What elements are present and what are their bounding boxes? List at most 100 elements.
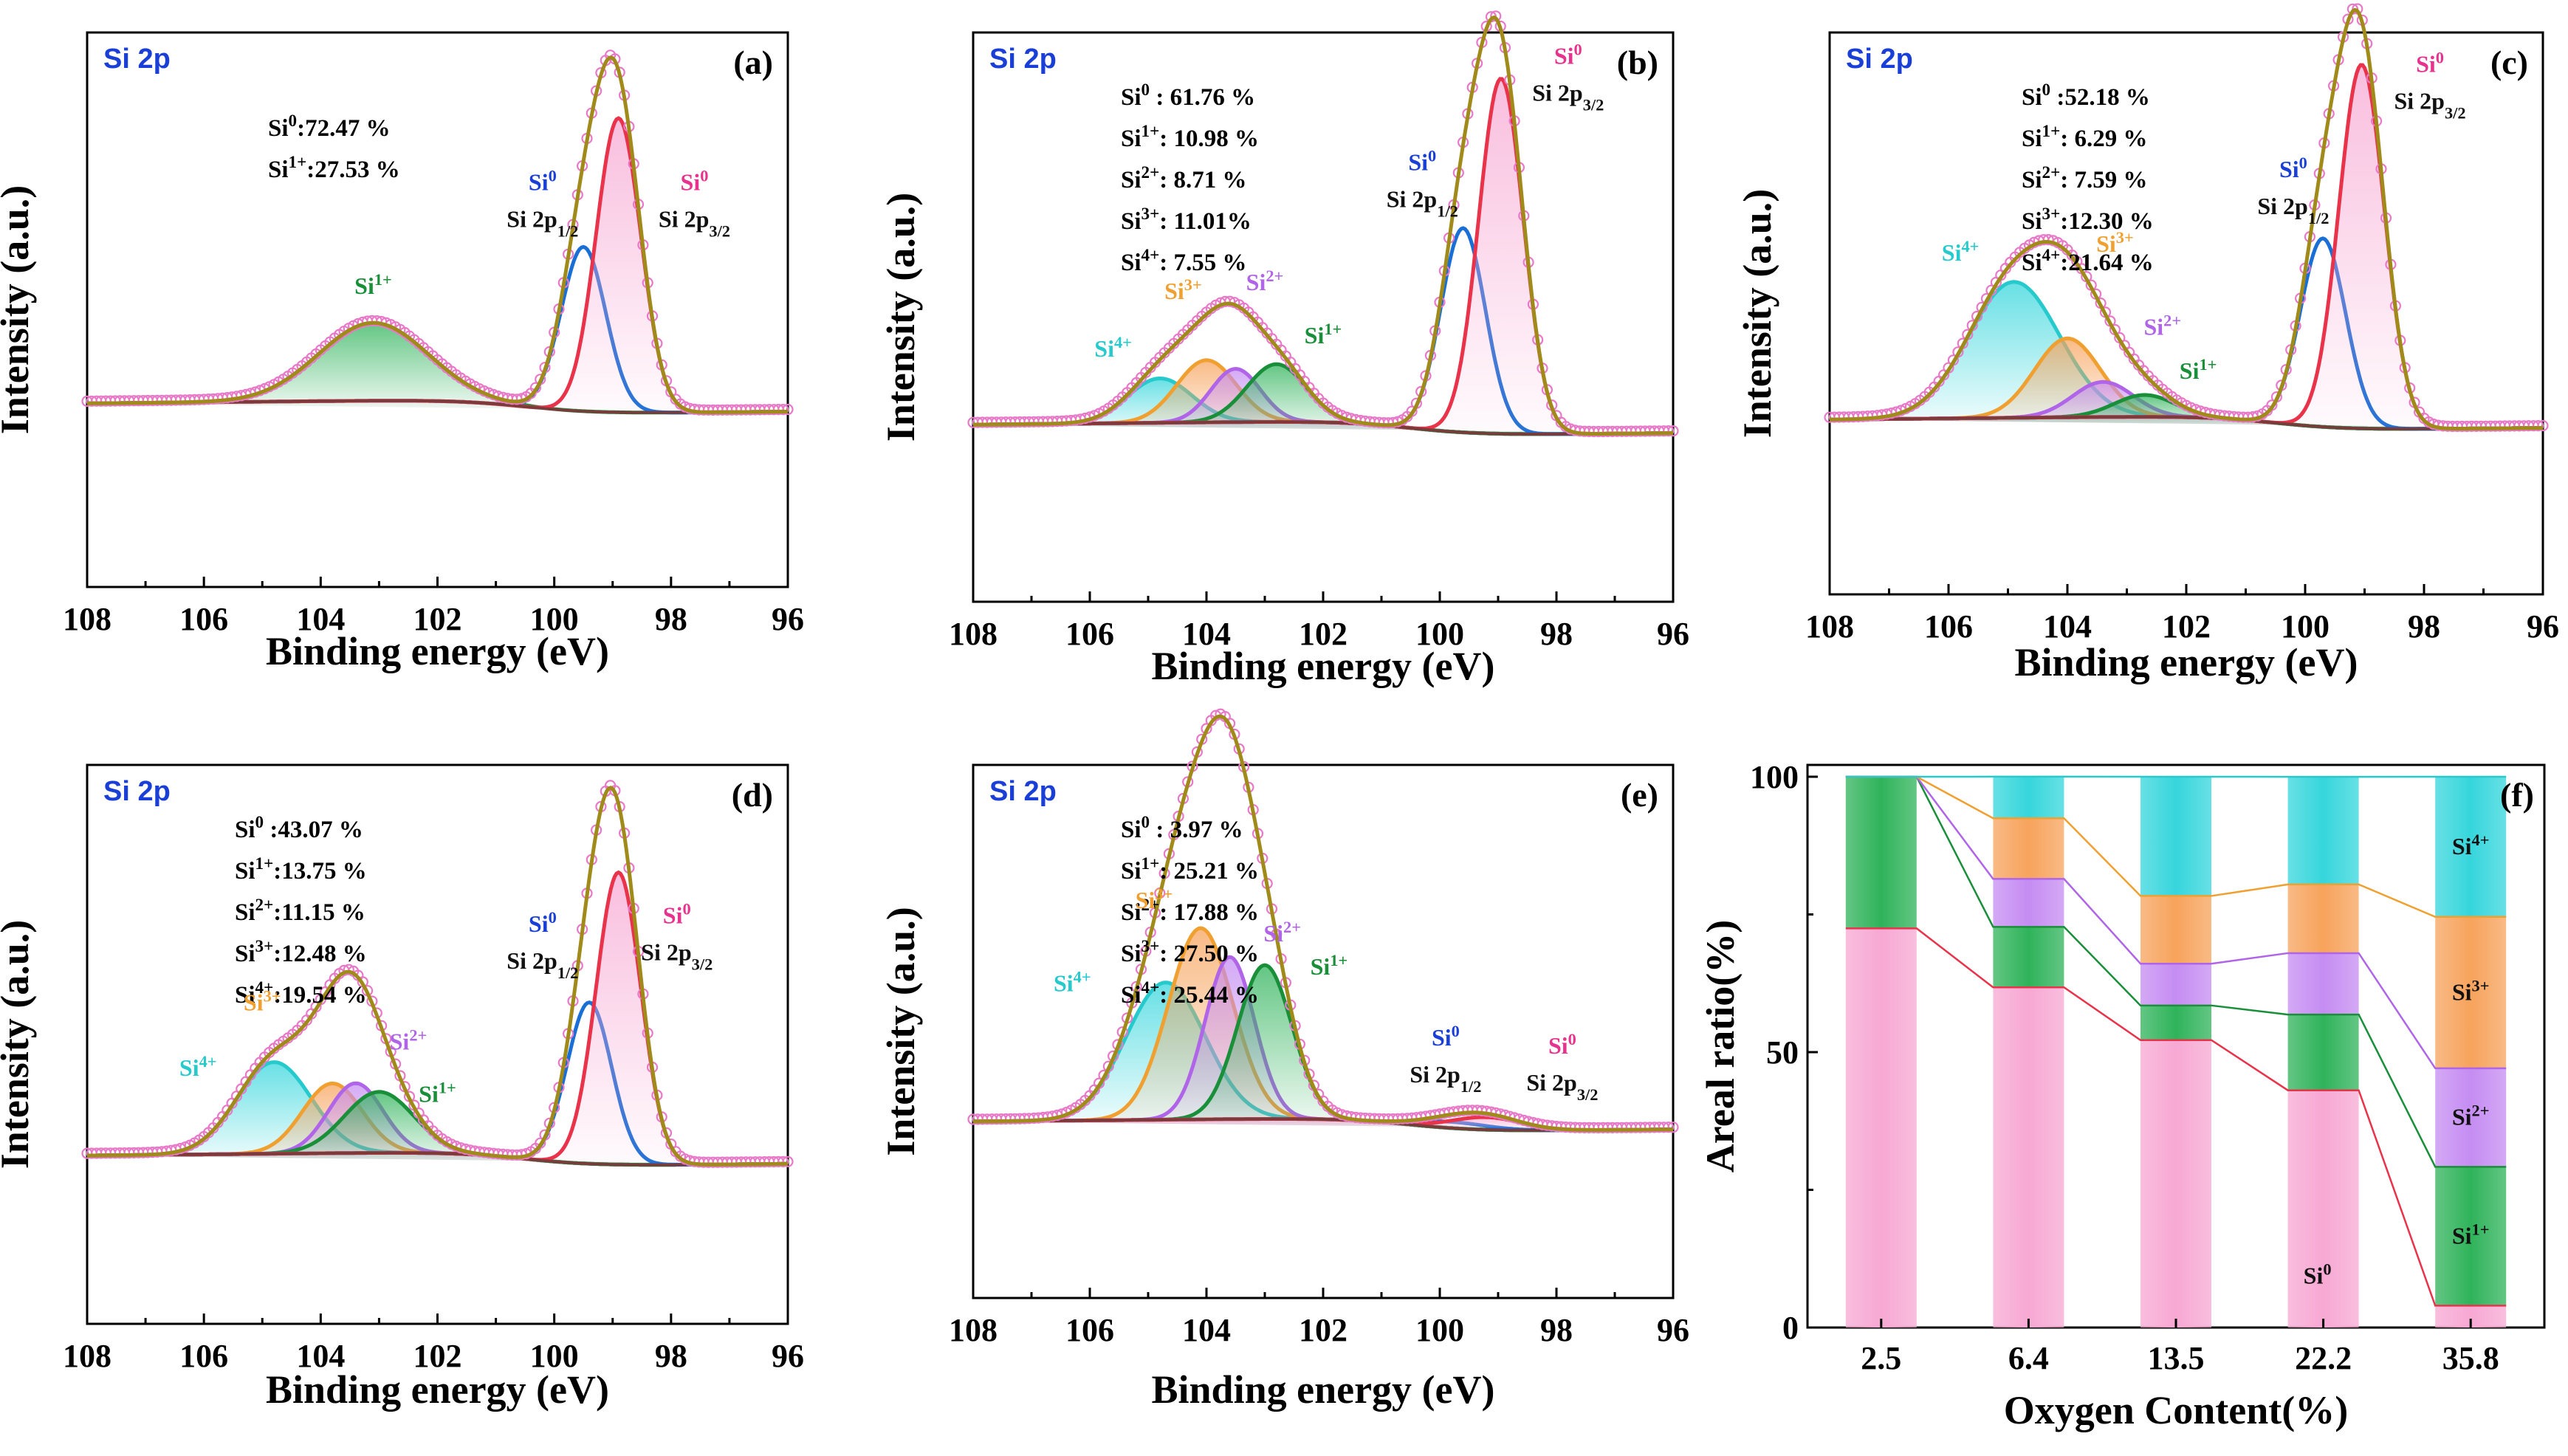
peak-label-si0a-orbital: Si 2p1/2	[507, 947, 578, 982]
background-line	[87, 1151, 788, 1167]
peak-label-si0b: Si0	[663, 899, 691, 929]
x-tick-label: 2.5	[1861, 1340, 1901, 1376]
panel-d: 108 106 104 102 100 98 96 Binding energy (eV) In…	[0, 763, 804, 1412]
composition-stat: Si3+: 11.01%	[1121, 204, 1252, 235]
x-tick-label: 98	[2408, 608, 2440, 645]
peak-label-si2: Si2+	[1263, 918, 1301, 947]
panel-f: 2.5 6.4 13.5 22.2 35.8 0 50 100 Oxygen Content(%…	[1698, 759, 2546, 1432]
peak-fill-Si1	[973, 364, 1673, 434]
envelope-fit	[972, 714, 1673, 1132]
connector-Si1p	[1845, 775, 2507, 1168]
peak-label-si0b: Si0	[2416, 48, 2444, 78]
bar-label-0: Si0	[2304, 1260, 2332, 1289]
x-tick-label: 106	[1065, 1312, 1114, 1348]
bar-segment-Si4p	[1993, 776, 2064, 819]
peak-label-si1: Si1+	[1305, 320, 1342, 349]
x-tick-label: 108	[63, 1338, 111, 1374]
raw-point	[2533, 419, 2544, 432]
raw-data	[967, 708, 1679, 1134]
raw-point	[343, 964, 354, 975]
composition-stat: Si3+: 27.50 %	[1121, 936, 1259, 967]
bar-label-4: Si4+	[2452, 830, 2490, 859]
envelope-fit	[972, 15, 1673, 436]
raw-point	[782, 1155, 794, 1167]
bar-segment-Si0	[1845, 928, 1917, 1328]
core-level-label: Si 2p	[989, 776, 1057, 807]
peak-fill-Si02p32	[87, 118, 788, 413]
composition-stat: Si0:72.47 %	[268, 111, 391, 142]
x-tick-label: 104	[1182, 1312, 1231, 1348]
envelope-fit	[1830, 7, 2544, 430]
y-axis-label: Intensity (a.u.)	[1735, 189, 1779, 439]
core-level-label: Si 2p	[989, 44, 1057, 75]
bar-segment-Si1p	[2140, 1005, 2211, 1040]
peak-label-si0a: Si0	[2279, 154, 2307, 183]
bar-segment-Si4p	[2287, 777, 2359, 885]
core-level-label: Si 2p	[103, 776, 171, 807]
peak-label-si0b: Si0	[1554, 40, 1582, 69]
peak-label-si2: Si2+	[2143, 311, 2181, 340]
composition-stat: Si4+:21.64 %	[2022, 245, 2154, 276]
peak-label-si3: Si3+	[2096, 227, 2134, 257]
peak-label-si0a: Si0	[1408, 146, 1436, 176]
bar-label-1: Si1+	[2452, 1220, 2490, 1249]
panel-e: 108 106 104 102 100 98 96 Binding energy (eV) In…	[879, 708, 1689, 1412]
peak-label-si1: Si1+	[1311, 951, 1348, 981]
composition-stat: Si3+:12.30 %	[2022, 204, 2154, 235]
raw-point	[777, 403, 789, 416]
composition-stat: Si1+: 6.29 %	[2022, 121, 2148, 152]
x-tick-label: 6.4	[2008, 1340, 2049, 1376]
peak-label-si0b-orbital: Si 2p3/2	[641, 938, 713, 973]
composition-stat: Si0 :43.07 %	[235, 812, 363, 843]
peak-fill-Si02p32	[973, 78, 1673, 434]
y-axis-label: Areal ratio(%)	[1698, 920, 1743, 1172]
composition-stat: Si2+: 17.88 %	[1121, 895, 1259, 926]
x-tick-label: 104	[1182, 616, 1231, 652]
composition-stat: Si4+: 7.55 %	[1121, 245, 1247, 276]
x-tick-label: 108	[63, 601, 111, 637]
bar-segment-Si2p	[2435, 1068, 2507, 1167]
peak-fill-Si1	[87, 1091, 788, 1165]
bar-segment-Si1p	[1845, 777, 1917, 929]
panel-letter: (e)	[1621, 776, 1658, 814]
y-axis-label: Intensity (a.u.)	[0, 185, 37, 435]
composition-stat: Si2+: 7.59 %	[2022, 162, 2148, 193]
peak-label-si0a: Si0	[529, 908, 557, 938]
x-tick-label: 102	[413, 601, 462, 637]
bar-segment-Si2p	[1993, 879, 2064, 927]
x-tick-label: 35.8	[2442, 1340, 2499, 1376]
x-tick-label: 98	[1540, 1312, 1573, 1348]
core-level-label: Si 2p	[1846, 44, 1913, 75]
peak-label-si3: Si3+	[1164, 275, 1202, 304]
composition-stat: Si1+: 25.21 %	[1121, 854, 1259, 885]
peak-label-si4: Si4+	[1094, 333, 1132, 363]
y-axis-label: Intensity (a.u.)	[0, 920, 37, 1170]
connector-Si3p	[1845, 775, 2507, 918]
connector-Si2p	[1845, 775, 2507, 1070]
peak-fill-Si02p32	[87, 872, 788, 1165]
envelope-fit	[86, 55, 788, 414]
peak-label-si0a: Si0	[1432, 1021, 1460, 1051]
x-tick-label: 102	[2162, 608, 2211, 645]
raw-point	[2537, 419, 2549, 432]
bar-segment-Si1p	[1993, 927, 2064, 988]
x-tick-label: 96	[1657, 1312, 1689, 1348]
bar-segment-Si0	[1993, 987, 2064, 1328]
panel-letter: (f)	[2500, 776, 2534, 814]
background-line	[1830, 415, 2544, 430]
bar-segment-Si1p	[2435, 1167, 2507, 1306]
peak-label-si0b-orbital: Si 2p3/2	[1526, 1069, 1598, 1104]
envelope-fit	[87, 786, 788, 1167]
x-tick-label: 98	[1540, 616, 1573, 652]
x-tick-label: 13.5	[2148, 1340, 2205, 1376]
peak-label-si0a-orbital: Si 2p1/2	[507, 206, 578, 241]
x-axis-label: Oxygen Content(%)	[2004, 1388, 2348, 1432]
panel-letter: (c)	[2490, 44, 2528, 81]
peak-label-si0b: Si0	[1548, 1030, 1576, 1060]
x-tick-label: 102	[1299, 1312, 1347, 1348]
x-tick-label: 96	[772, 601, 804, 637]
peak-fill-Si3	[973, 928, 1673, 1130]
peak-fill-Si1	[87, 323, 788, 413]
x-tick-label: 98	[655, 1338, 687, 1374]
peak-label-si0b-orbital: Si 2p3/2	[1532, 79, 1604, 114]
